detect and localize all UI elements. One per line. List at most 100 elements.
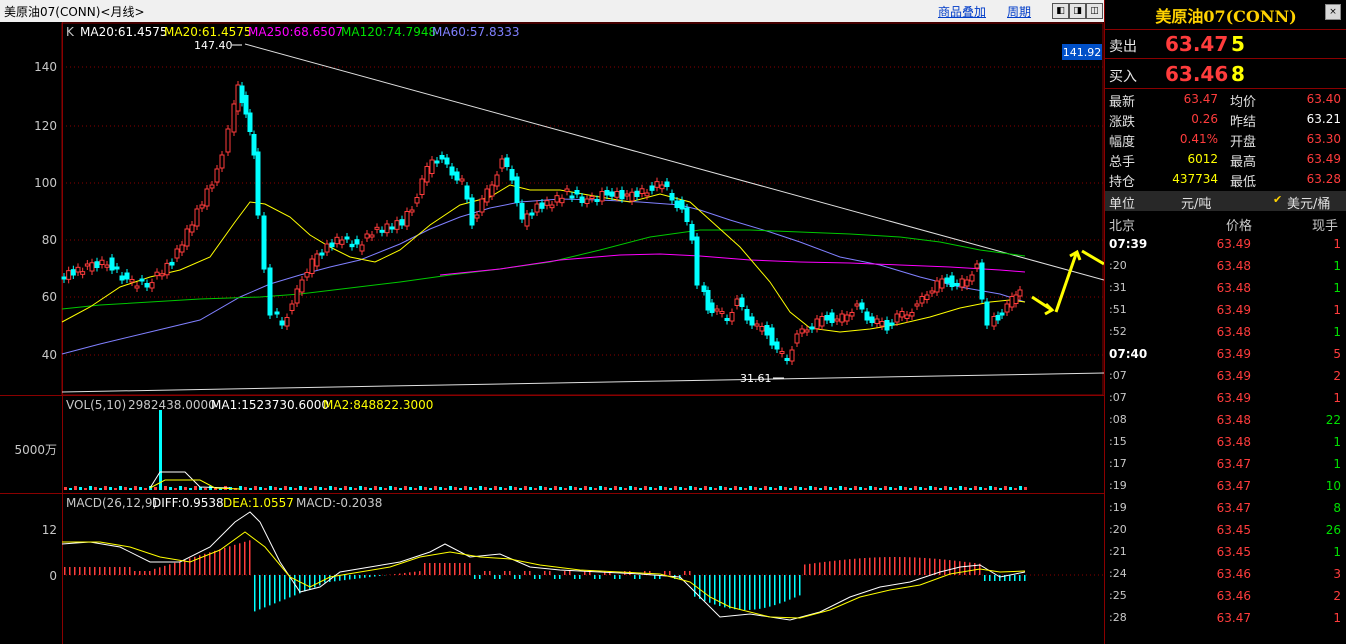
candle-body [944, 277, 950, 284]
candle-body [664, 181, 670, 187]
volume-bar [704, 486, 707, 490]
macd-bar [919, 557, 921, 575]
volume-bar [459, 488, 462, 490]
quote-value-avg: 63.40 [1306, 92, 1341, 106]
candle-body [549, 204, 555, 209]
macd-bar [589, 571, 591, 575]
macd-bar [404, 572, 406, 575]
volume-bar [804, 488, 807, 490]
macd-bar [394, 574, 396, 575]
chart-title: 美原油07(CONN)<月线> [4, 5, 145, 19]
candle-body [934, 280, 940, 293]
candle-body [759, 326, 765, 332]
volume-bar [714, 488, 717, 490]
tick-price: 63.48 [1216, 413, 1251, 427]
macd-bar [144, 571, 146, 575]
volume-bar [799, 487, 802, 490]
unit-option-yuan-per-ton[interactable]: 元/吨 [1181, 197, 1212, 212]
volume-bar [764, 486, 767, 490]
volume-bar [514, 487, 517, 490]
volume-bar [364, 487, 367, 490]
volume-bar [819, 488, 822, 490]
macd-bar [89, 567, 91, 575]
volume-bar [479, 486, 482, 490]
candlesticks [61, 81, 1023, 365]
ma20-line [61, 184, 1026, 333]
commodity-overlay-link[interactable]: 商品叠加 [938, 5, 987, 19]
tick-price: 63.46 [1216, 567, 1251, 581]
volume-bar [174, 488, 177, 490]
tick-row: 07:40 63.49 5 [1105, 344, 1346, 366]
tick-volume: 10 [1325, 479, 1341, 493]
buy-price[interactable]: 63.46 [1165, 62, 1229, 86]
volume-bar [239, 486, 242, 490]
macd-bar [94, 567, 96, 575]
volume-bar [694, 487, 697, 490]
unit-option-usd-per-barrel[interactable]: 美元/桶 [1287, 197, 1331, 212]
candle-body [594, 199, 600, 202]
quote-label-open: 开盘 [1230, 135, 1257, 150]
macd-bar [809, 563, 811, 575]
nav-expand-button[interactable]: ◫ [1086, 3, 1103, 19]
macd-bar [419, 571, 421, 575]
tick-time: :20 [1109, 523, 1127, 536]
candle-body [764, 325, 770, 336]
quote-value-low: 63.28 [1306, 172, 1341, 186]
macd-bar [299, 575, 301, 594]
candle-body [769, 327, 775, 346]
macd-bar [1009, 575, 1011, 581]
macd-bar [689, 571, 691, 575]
volume-bar [639, 488, 642, 490]
candle-body [199, 204, 205, 209]
volume-bar [504, 488, 507, 490]
volume-bar [579, 488, 582, 490]
candle-body [864, 311, 870, 321]
volume-bar [439, 487, 442, 490]
period-link[interactable]: 周期 [1007, 5, 1032, 19]
macd-bar [454, 563, 456, 575]
candle-body [889, 322, 895, 326]
candle-body [679, 200, 685, 210]
candle-body [914, 303, 920, 307]
volume-bar [749, 486, 752, 490]
sell-price[interactable]: 63.47 [1165, 32, 1229, 56]
nav-left-button[interactable]: ◧ [1052, 3, 1069, 19]
candle-body [894, 313, 900, 323]
candle-body [924, 294, 930, 300]
macd-legend-dea: DEA:1.0557 [223, 496, 294, 510]
macd-bar [209, 552, 211, 575]
candle-body [114, 266, 120, 270]
candle-body [949, 275, 955, 287]
candle-body [324, 243, 330, 253]
sell-label: 卖出 [1109, 39, 1137, 55]
tick-time: :31 [1109, 281, 1127, 294]
macd-bar [64, 567, 66, 575]
volume-bar [499, 487, 502, 490]
close-icon[interactable]: × [1325, 4, 1341, 20]
candle-body [80, 271, 86, 275]
candle-body [454, 171, 460, 181]
volume-bar [419, 486, 422, 490]
volume-bar [944, 486, 947, 490]
kline-chart[interactable]: 140 120 100 80 60 40 5000万 12 0 K MA20:6… [0, 22, 1104, 644]
macd-bar [539, 575, 541, 579]
macd-bar [619, 575, 621, 579]
macd-bar [109, 567, 111, 575]
y-tick-120: 120 [34, 119, 57, 133]
tick-volume: 1 [1333, 611, 1341, 625]
macd-bar [224, 547, 226, 575]
volume-bar [64, 487, 67, 490]
volume-bar [429, 488, 432, 490]
nav-right-button[interactable]: ◨ [1069, 3, 1086, 19]
macd-bar [444, 563, 446, 575]
volume-bar [544, 487, 547, 490]
macd-bar [604, 571, 606, 575]
volume-bar [249, 488, 252, 490]
volume-bar [779, 486, 782, 490]
candle-body [609, 191, 615, 197]
macd-bar [789, 575, 791, 600]
volume-bar [974, 486, 977, 490]
macd-bar [709, 575, 711, 603]
candle-body [564, 188, 570, 192]
candle-body [684, 207, 690, 222]
